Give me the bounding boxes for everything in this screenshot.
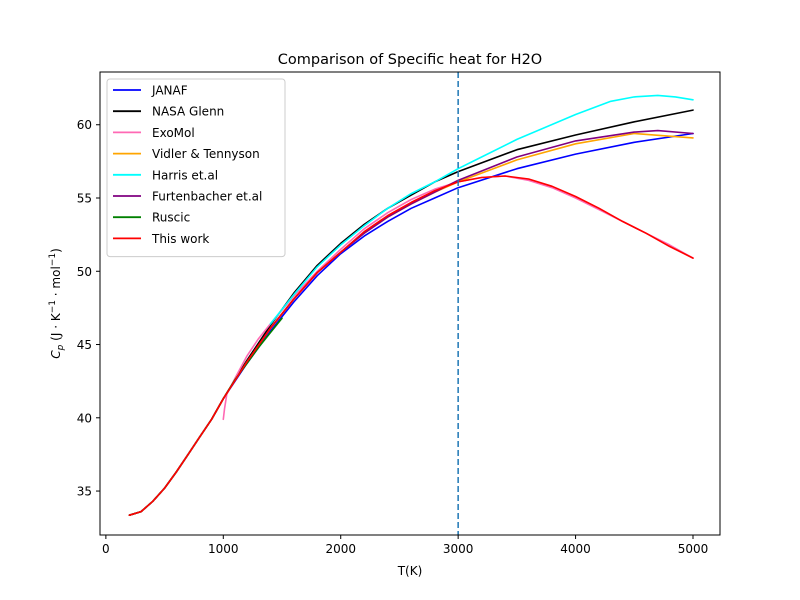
series-line-2	[222, 175, 694, 421]
x-tick-label-5: 5000	[678, 542, 709, 556]
x-tick-label-4: 4000	[560, 542, 591, 556]
plot-area	[128, 72, 694, 535]
legend-label-3: Vidler & Tennyson	[152, 147, 260, 161]
axes-frame	[99, 71, 721, 536]
series-line-4	[269, 94, 694, 325]
x-tick-label-0: 0	[102, 542, 110, 556]
y-tick-label-4: 55	[77, 192, 92, 206]
y-tick-label-1: 40	[77, 411, 92, 425]
y-tick-label-3: 50	[77, 265, 92, 279]
legend-label-1: NASA Glenn	[152, 105, 224, 119]
y-tick-label-2: 45	[77, 338, 92, 352]
y-tick-label-0: 35	[77, 485, 92, 499]
x-tick-label-2: 2000	[325, 542, 356, 556]
x-axis-label: T(K)	[397, 564, 423, 578]
series-line-7	[128, 175, 694, 516]
x-tick-label-3: 3000	[443, 542, 474, 556]
legend: JANAF NASA Glenn ExoMol Vidler & Tennyson Ha…	[106, 78, 286, 258]
axes: 0 1000 2000 3000 4000 5000 35 40 45 50 55 60	[77, 71, 721, 556]
legend-label-5: Furtenbacher et.al	[152, 190, 262, 204]
legend-box	[106, 78, 286, 258]
y-tick-label-5: 60	[77, 118, 92, 132]
legend-label-0: JANAF	[151, 84, 188, 98]
chart-title: Comparison of Specific heat for H2O	[278, 52, 542, 68]
y-axis-label-group: Cp (J · K−1 · mol−1)	[48, 248, 66, 359]
legend-label-7: This work	[151, 232, 209, 246]
y-axis-label: Cp (J · K−1 · mol−1)	[48, 248, 66, 359]
x-tick-label-1: 1000	[208, 542, 239, 556]
legend-label-2: ExoMol	[152, 126, 195, 140]
legend-label-4: Harris et.al	[152, 168, 218, 182]
legend-label-6: Ruscic	[152, 211, 190, 225]
